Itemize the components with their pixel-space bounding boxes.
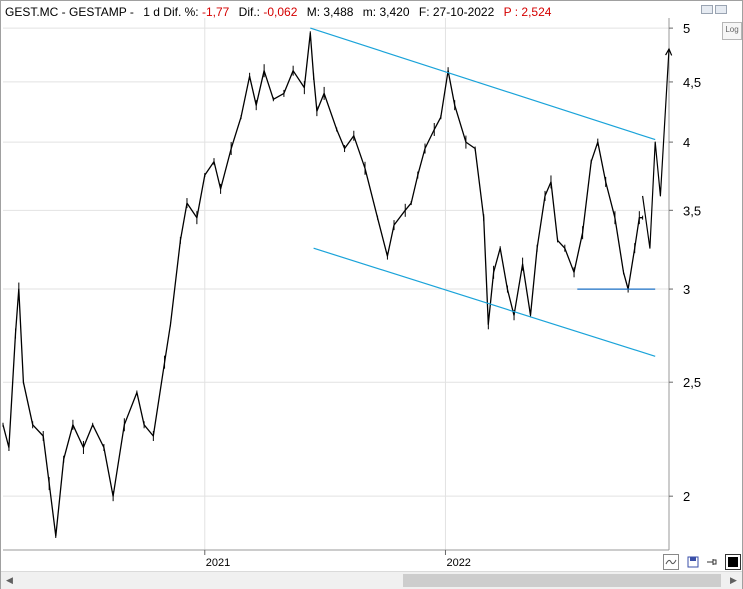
y-tick-label: 3,5 bbox=[683, 203, 701, 218]
scroll-thumb[interactable] bbox=[403, 574, 721, 587]
arrow-right-icon[interactable]: ▶ bbox=[730, 575, 737, 585]
dif-label: Dif.: bbox=[238, 5, 261, 19]
y-tick-label: 2 bbox=[683, 489, 690, 504]
projection-line bbox=[642, 48, 670, 249]
max-value: 3,488 bbox=[323, 5, 354, 19]
price-label: P : bbox=[503, 5, 519, 19]
channel-lower-line bbox=[313, 247, 656, 357]
projection-arrowhead bbox=[665, 47, 673, 56]
price-series-line bbox=[2, 32, 643, 537]
dif-value: -0,062 bbox=[263, 5, 298, 19]
quote-header: GEST.MC - GESTAMP - 1 d Dif. %: -1,77 Di… bbox=[5, 4, 551, 20]
y-tick-label: 4,5 bbox=[683, 75, 701, 90]
min-label: m: bbox=[362, 5, 377, 19]
horizontal-scrollbar[interactable]: ◀ ▶ bbox=[1, 571, 742, 589]
x-tick-label: 2022 bbox=[446, 557, 470, 569]
minimize-icon[interactable] bbox=[701, 5, 713, 14]
arrow-left-icon[interactable]: ◀ bbox=[6, 575, 13, 585]
y-tick-label: 2,5 bbox=[683, 375, 701, 390]
date-value: 27-10-2022 bbox=[432, 5, 495, 19]
y-tick-label: 5 bbox=[683, 21, 690, 36]
symbol-label: GEST.MC - GESTAMP - bbox=[5, 5, 134, 19]
save-icon[interactable] bbox=[685, 554, 701, 570]
min-value: 3,420 bbox=[379, 5, 410, 19]
price-value: 2,524 bbox=[521, 5, 552, 19]
x-tick-label: 2021 bbox=[206, 557, 230, 569]
color-square-icon[interactable] bbox=[725, 554, 741, 570]
dif-pct-value: -1,77 bbox=[201, 5, 230, 19]
channel-upper-line bbox=[310, 27, 656, 141]
y-tick-label: 4 bbox=[683, 135, 690, 150]
maximize-icon[interactable] bbox=[715, 5, 727, 14]
dif-pct-label: Dif. %: bbox=[163, 5, 199, 19]
period-label: 1 d bbox=[143, 5, 160, 19]
y-tick-label: 3 bbox=[683, 282, 690, 297]
max-label: M: bbox=[306, 5, 321, 19]
log-scale-button[interactable]: Log bbox=[722, 22, 742, 40]
wave-icon[interactable] bbox=[663, 554, 679, 570]
pin-icon[interactable] bbox=[703, 554, 719, 570]
date-label: F: bbox=[418, 5, 430, 19]
